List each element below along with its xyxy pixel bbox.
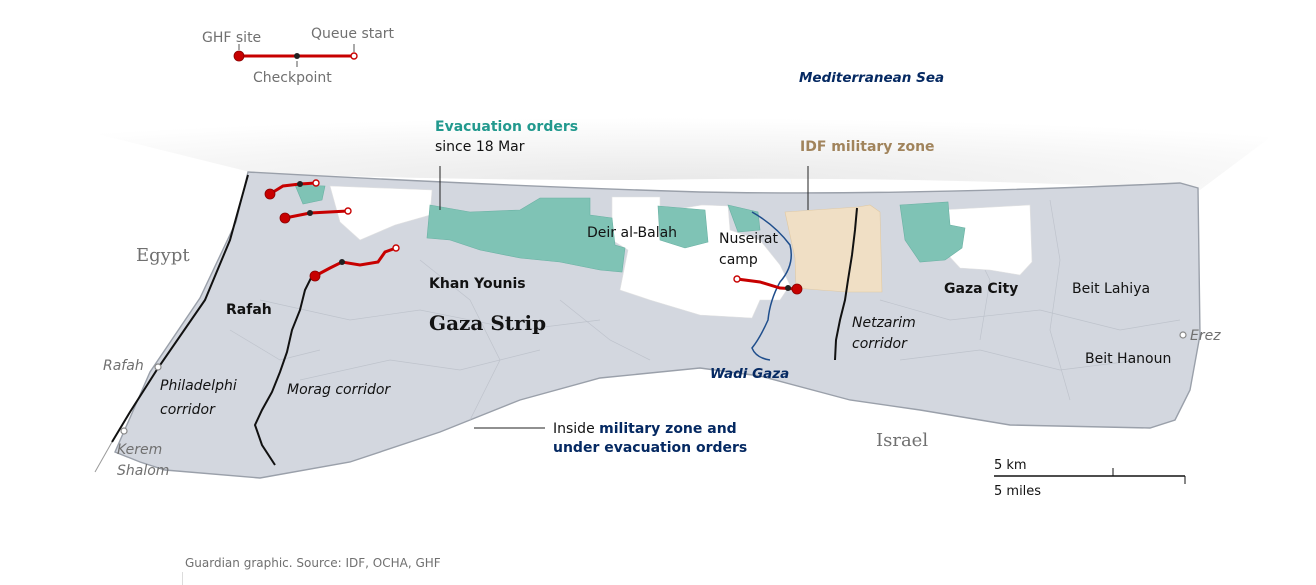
morag-corridor-line: [253, 275, 313, 466]
scale-bar: 5 km 5 miles: [994, 458, 1186, 499]
crossing-rafah-label: Rafah: [103, 358, 144, 374]
queue-starts: [312, 179, 741, 283]
crossing-kerem-line2: Shalom: [117, 463, 169, 479]
place-deir-al-balah: Deir al-Balah: [587, 225, 677, 241]
legend-queue-start-label: Queue start: [311, 26, 395, 42]
unrestricted-areas: [329, 185, 1033, 319]
place-rafah-city: Rafah: [226, 302, 272, 318]
credit-rule: [182, 572, 183, 585]
crossing-erez-label: Erez: [1190, 328, 1221, 344]
wadi-gaza-label: Wadi Gaza: [710, 366, 789, 382]
inside-note-bold1: military zone and: [599, 421, 737, 437]
netzarim-corridor-line: [834, 207, 858, 361]
place-beit-lahiya: Beit Lahiya: [1072, 281, 1150, 297]
sea-shading: [40, 99, 1280, 190]
legend-checkpoint-marker: [294, 53, 300, 59]
inside-note-line1: Inside military zone and: [553, 421, 737, 437]
philadelphi-corridor-line: [111, 174, 249, 443]
country-israel: Israel: [876, 430, 928, 451]
evacuation-since: since 18 Mar: [435, 139, 525, 155]
place-khan-younis: Khan Younis: [429, 276, 526, 292]
legend-checkpoint-label: Checkpoint: [253, 70, 332, 86]
ghf-sites: [264, 188, 803, 295]
checkpoints: [297, 181, 791, 291]
legend-ghf-site-label: GHF site: [202, 30, 261, 46]
place-beit-hanoun: Beit Hanoun: [1085, 351, 1171, 367]
morag-label: Morag corridor: [287, 382, 391, 398]
evacuation-title: Evacuation orders: [435, 119, 578, 135]
scale-miles-label: 5 miles: [994, 484, 1041, 499]
netzarim-label-line2: corridor: [852, 336, 908, 352]
idf-zone-title: IDF military zone: [800, 139, 935, 155]
crossing-markers: [120, 331, 1187, 435]
sea-label: Mediterranean Sea: [799, 70, 944, 86]
wadi-gaza-river: [751, 211, 792, 361]
country-egypt: Egypt: [136, 245, 190, 266]
source-credit: Guardian graphic. Source: IDF, OCHA, GHF: [185, 556, 441, 570]
legend-ghf-site-marker: [233, 50, 245, 62]
scale-km-label: 5 km: [994, 458, 1027, 473]
place-nuseirat-line1: Nuseirat: [719, 231, 778, 247]
border-line-kerem: [94, 441, 113, 473]
netzarim-label-line1: Netzarim: [852, 315, 916, 331]
inside-note-prefix: Inside: [553, 421, 599, 437]
philadelphi-label-line2: corridor: [160, 402, 216, 418]
legend: GHF site Queue start Checkpoint: [202, 26, 395, 86]
evacuation-areas: [294, 184, 966, 273]
place-nuseirat-line2: camp: [719, 252, 758, 268]
place-gaza-strip: Gaza Strip: [429, 311, 546, 335]
inside-note-bold2: under evacuation orders: [553, 440, 747, 456]
legend-queue-start-marker: [350, 52, 358, 60]
philadelphi-label-line1: Philadelphi: [160, 378, 237, 394]
crossing-kerem-line1: Kerem: [117, 442, 162, 458]
idf-military-zone: [784, 204, 883, 293]
place-gaza-city: Gaza City: [944, 281, 1018, 297]
